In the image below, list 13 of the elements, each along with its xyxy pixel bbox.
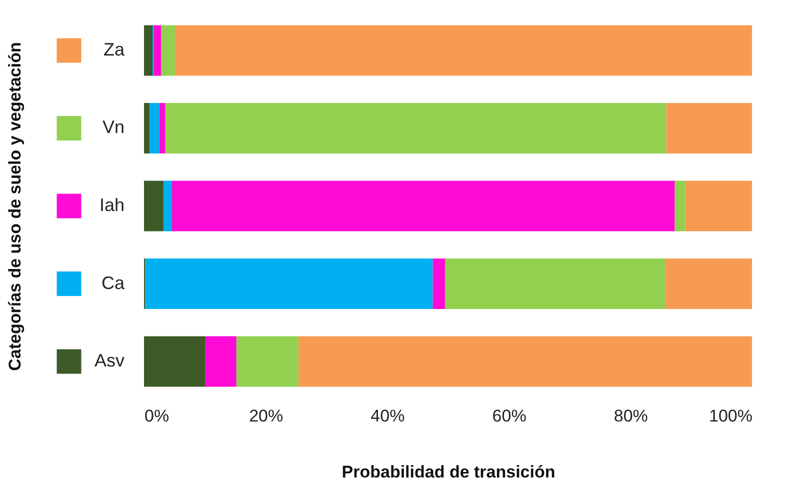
x-tick-label: 80% <box>614 406 648 426</box>
y-tick-label: Iah <box>99 195 124 215</box>
x-tick-label: 40% <box>370 406 405 426</box>
x-tick-label: 20% <box>249 406 284 426</box>
y-tick-label: Ca <box>101 272 126 293</box>
x-tick-label: 100% <box>709 406 752 426</box>
x-tick-label: 0% <box>144 406 170 426</box>
y-tick-label: Vn <box>102 117 124 138</box>
y-axis-title: Categorías de uso de suelo y vegetación <box>5 42 24 371</box>
x-tick-label: 60% <box>492 406 526 426</box>
y-tick-label: Za <box>103 39 126 60</box>
y-tick-label: Asv <box>94 350 124 371</box>
x-axis-title: Probabilidad de transición <box>342 462 556 482</box>
